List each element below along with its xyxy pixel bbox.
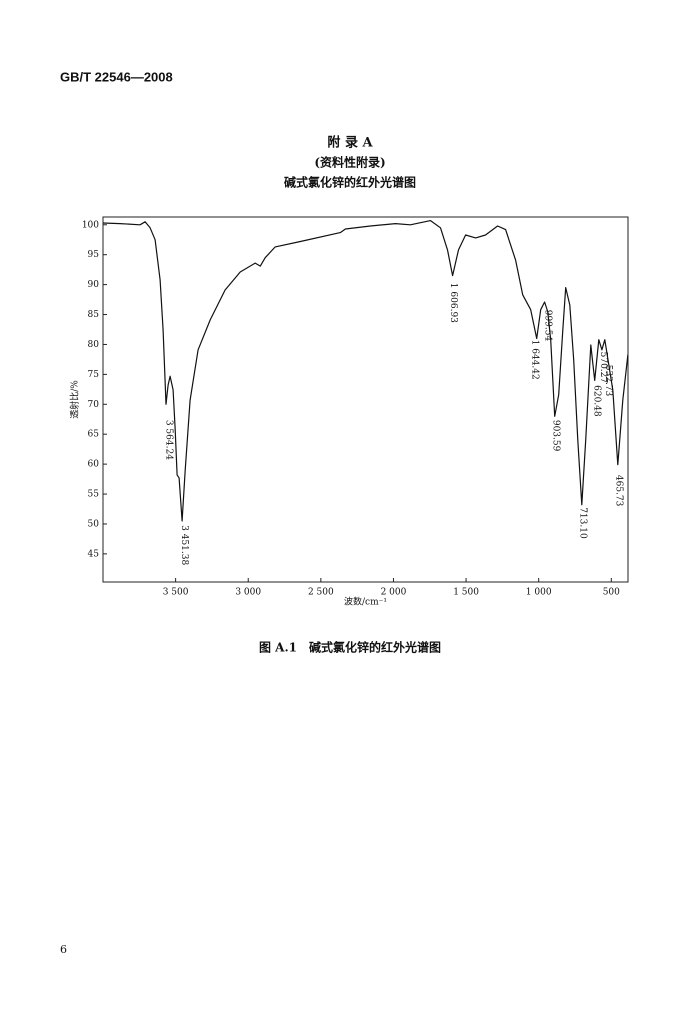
x-tick-label: 2 500 bbox=[308, 588, 334, 598]
y-tick-label: 90 bbox=[88, 280, 100, 290]
x-tick-label: 2 000 bbox=[381, 588, 407, 598]
y-tick-label: 50 bbox=[88, 519, 100, 529]
peak-label: 713.10 bbox=[577, 507, 587, 539]
y-tick-label: 95 bbox=[88, 250, 100, 260]
x-tick-label: 500 bbox=[603, 588, 620, 598]
peak-label: 1 606.93 bbox=[448, 283, 458, 323]
x-tick-label: 1 000 bbox=[526, 588, 552, 598]
y-tick-label: 60 bbox=[88, 460, 100, 470]
y-axis-label: 透射比/% bbox=[69, 380, 81, 419]
peak-label: 3 564.24 bbox=[164, 420, 174, 460]
x-tick-label: 1 500 bbox=[453, 588, 479, 598]
peak-label: 999.54 bbox=[543, 310, 553, 342]
peak-label: 620.48 bbox=[591, 385, 601, 417]
y-tick-label: 100 bbox=[82, 220, 99, 230]
peak-label: 903.59 bbox=[551, 420, 561, 452]
peak-label: 1 644.42 bbox=[530, 340, 540, 380]
appendix-heading: 碱式氯化锌的红外光谱图 bbox=[284, 175, 416, 190]
y-tick-label: 70 bbox=[88, 400, 100, 410]
y-tick-label: 55 bbox=[88, 490, 100, 500]
x-axis-label: 波数/cm⁻¹ bbox=[344, 596, 387, 608]
x-tick-label: 3 000 bbox=[235, 588, 261, 598]
x-tick-label: 3 500 bbox=[163, 588, 189, 598]
standard-number: GB/T 22546—2008 bbox=[60, 69, 173, 84]
y-tick-label: 85 bbox=[88, 310, 100, 320]
appendix-subtitle: (资料性附录) bbox=[314, 155, 385, 170]
y-tick-label: 65 bbox=[88, 430, 100, 440]
figure-caption: 图 A.1 碱式氯化锌的红外光谱图 bbox=[259, 640, 441, 655]
peak-label: 3 451.38 bbox=[179, 525, 189, 565]
page-number: 6 bbox=[60, 943, 67, 956]
spectrum-line bbox=[102, 220, 629, 522]
peak-label: 465.73 bbox=[613, 475, 623, 507]
y-tick-label: 45 bbox=[88, 549, 100, 559]
appendix-title: 附 录 A bbox=[327, 135, 373, 151]
plot-frame bbox=[102, 216, 629, 583]
y-tick-label: 80 bbox=[88, 340, 100, 350]
peak-label: 570.27 bbox=[598, 352, 608, 384]
peak-label: 532.73 bbox=[603, 365, 613, 397]
y-tick-label: 75 bbox=[88, 370, 100, 380]
